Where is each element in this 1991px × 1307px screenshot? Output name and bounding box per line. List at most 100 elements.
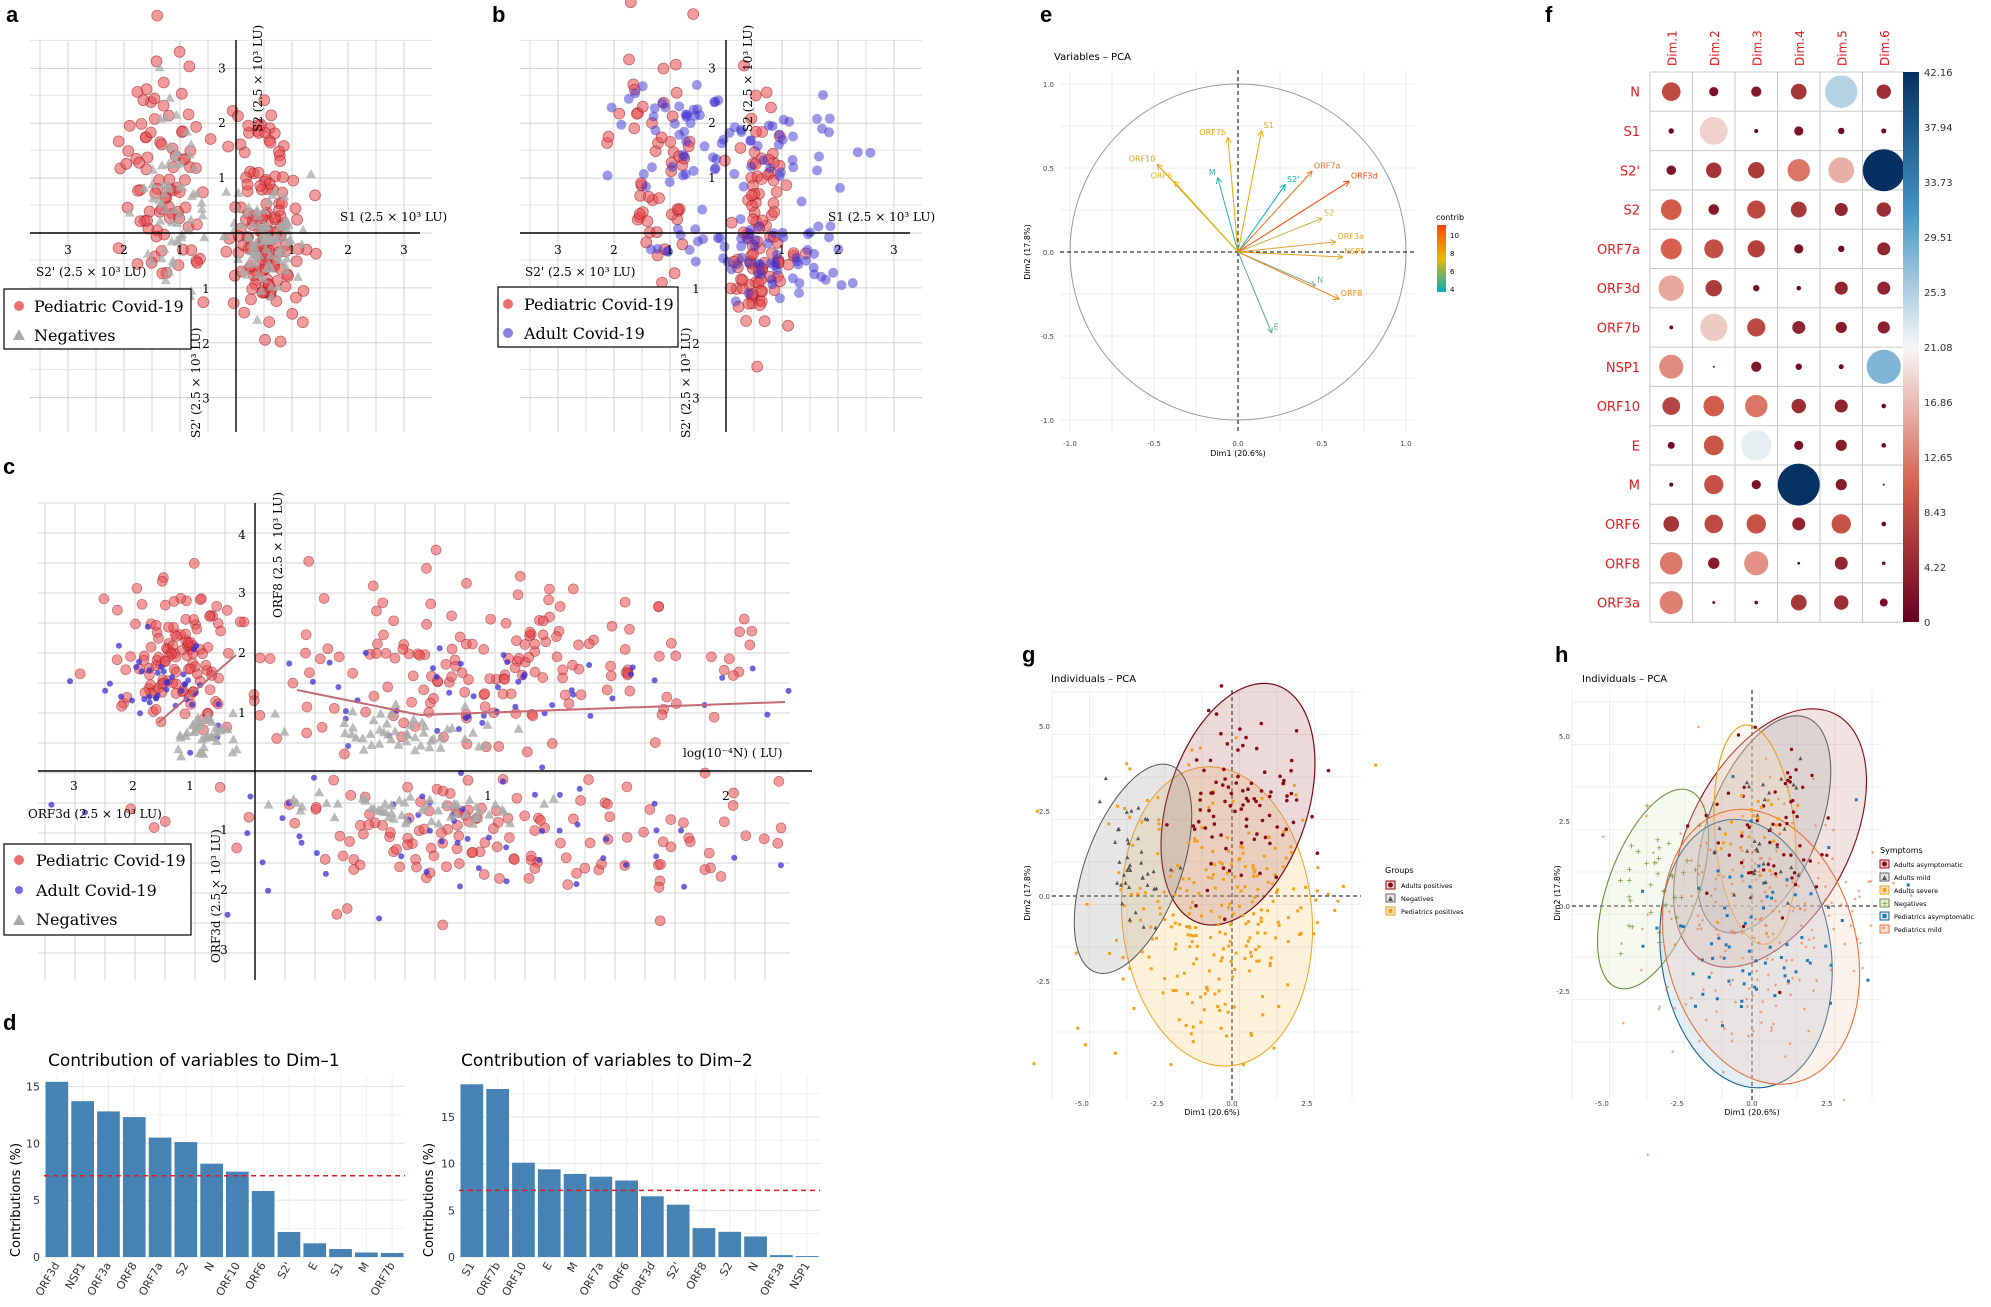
negative-point bbox=[243, 202, 254, 212]
adults-asymptomatic-point bbox=[1772, 864, 1776, 868]
pediatrics-point bbox=[1174, 942, 1178, 946]
pediatrics-mild-point: * bbox=[1867, 879, 1871, 887]
adults-asymptomatic-point bbox=[1788, 775, 1793, 779]
matrix-cell-ORF10-Dim.4 bbox=[1791, 398, 1806, 414]
pediatrics-point bbox=[1162, 890, 1166, 894]
pediatrics-mild-point: * bbox=[1752, 1029, 1756, 1037]
matrix-cell-ORF7a-Dim.4 bbox=[1794, 244, 1804, 254]
bar-S1 bbox=[460, 1084, 484, 1257]
pediatrics-point bbox=[1241, 914, 1245, 918]
panel-label-a: a bbox=[6, 2, 19, 27]
pediatric-point bbox=[665, 841, 677, 853]
pediatric-point bbox=[584, 837, 596, 849]
bar-ORF3a bbox=[770, 1255, 793, 1257]
pediatrics-asymptomatic-point bbox=[1727, 979, 1731, 983]
pediatric-point bbox=[98, 593, 110, 605]
pediatric-point bbox=[155, 138, 168, 151]
colorbar-tick: 37.94 bbox=[1924, 123, 1953, 134]
adult-point bbox=[628, 671, 634, 678]
adults-point bbox=[1222, 767, 1226, 772]
pediatrics-mild-point: * bbox=[1812, 936, 1816, 944]
adults-severe-point bbox=[1756, 816, 1760, 820]
pediatrics-mild-point: * bbox=[1766, 934, 1770, 942]
pediatric-point bbox=[300, 629, 312, 641]
pediatric-point bbox=[287, 677, 299, 689]
pediatrics-point bbox=[1074, 951, 1078, 955]
pediatric-point bbox=[428, 850, 440, 862]
adults-point bbox=[1221, 866, 1226, 870]
pediatrics-point bbox=[1262, 854, 1266, 858]
pediatrics-point bbox=[1304, 885, 1308, 889]
adult-point bbox=[764, 711, 771, 718]
negative-point bbox=[400, 818, 411, 828]
adults-mild-point bbox=[1717, 826, 1722, 831]
pediatrics-point bbox=[1128, 967, 1132, 971]
pediatrics-mild-point: * bbox=[1871, 850, 1875, 858]
adult-point bbox=[744, 257, 755, 268]
pediatric-point bbox=[602, 130, 615, 143]
pediatrics-mild-point: * bbox=[1722, 874, 1726, 882]
pediatrics-asymptomatic-point bbox=[1754, 959, 1758, 963]
pediatrics-mild-point: * bbox=[1798, 906, 1802, 914]
pediatric-point bbox=[654, 915, 666, 927]
pediatric-point bbox=[231, 842, 243, 854]
negative-point bbox=[293, 271, 303, 281]
pediatrics-asymptomatic-point bbox=[1749, 819, 1753, 823]
adult-point bbox=[765, 258, 776, 269]
adults-point bbox=[1252, 797, 1256, 801]
pediatric-point bbox=[579, 862, 591, 874]
pediatrics-point bbox=[1333, 908, 1337, 912]
adults-severe-point bbox=[1740, 794, 1744, 798]
pediatrics-mild-point: * bbox=[1892, 881, 1896, 889]
pediatric-point bbox=[191, 623, 203, 635]
pediatric-point bbox=[500, 617, 512, 629]
g-legend-adults: Adults positives bbox=[1401, 882, 1453, 890]
pediatric-point bbox=[535, 815, 546, 826]
pediatric-point bbox=[274, 335, 287, 348]
adult-point bbox=[667, 161, 678, 172]
negative-point bbox=[396, 810, 407, 820]
pediatric-point bbox=[718, 816, 730, 828]
pediatrics-asymptomatic-point bbox=[1740, 999, 1744, 1003]
adult-point bbox=[376, 915, 383, 922]
pediatric-point bbox=[723, 653, 735, 665]
adults-mild-point bbox=[1747, 784, 1751, 789]
pediatric-point bbox=[740, 315, 752, 327]
negative-point bbox=[243, 233, 254, 242]
pediatric-point bbox=[613, 107, 626, 120]
h-legend-0: Adults asymptomatic bbox=[1894, 861, 1963, 869]
negatives-point bbox=[1103, 776, 1108, 781]
negative-point bbox=[279, 232, 290, 242]
adults-asymptomatic-point bbox=[1790, 876, 1794, 880]
matrix-cell-NSP1-Dim.4 bbox=[1795, 363, 1802, 370]
negative-point bbox=[258, 236, 269, 246]
pediatric-point bbox=[760, 86, 773, 99]
negative-point bbox=[321, 798, 332, 808]
pediatrics-point bbox=[1326, 892, 1330, 896]
pediatric-point bbox=[513, 653, 525, 664]
pediatrics-point bbox=[1185, 925, 1189, 929]
negatives-point bbox=[1145, 871, 1150, 876]
pediatrics-mild-point: * bbox=[1768, 774, 1772, 782]
e-title: Variables – PCA bbox=[1054, 52, 1131, 63]
negative-point bbox=[189, 727, 200, 736]
pediatrics-mild-point: * bbox=[1690, 894, 1694, 902]
adult-point bbox=[480, 712, 487, 719]
y-tick-label: -2.5 bbox=[1036, 978, 1050, 986]
matrix-cell-ORF3a-Dim.4 bbox=[1790, 594, 1807, 611]
pediatrics-mild-point: * bbox=[1849, 923, 1853, 931]
y-tick-label: 2.5 bbox=[1559, 818, 1570, 826]
negative-point bbox=[306, 169, 316, 178]
pediatric-point bbox=[543, 594, 554, 606]
pediatric-point bbox=[657, 836, 669, 848]
pediatrics-mild-point: * bbox=[1716, 932, 1720, 940]
pediatric-point bbox=[131, 582, 143, 594]
pediatric-point bbox=[527, 710, 539, 722]
adults-point bbox=[1191, 824, 1196, 828]
pediatrics-mild-point: * bbox=[1731, 978, 1735, 986]
negative-point bbox=[265, 250, 276, 260]
arrow-label-S1: S1 bbox=[1264, 121, 1274, 130]
pediatrics-mild-point: * bbox=[1641, 926, 1645, 934]
pediatrics-mild-point: * bbox=[1824, 884, 1828, 892]
